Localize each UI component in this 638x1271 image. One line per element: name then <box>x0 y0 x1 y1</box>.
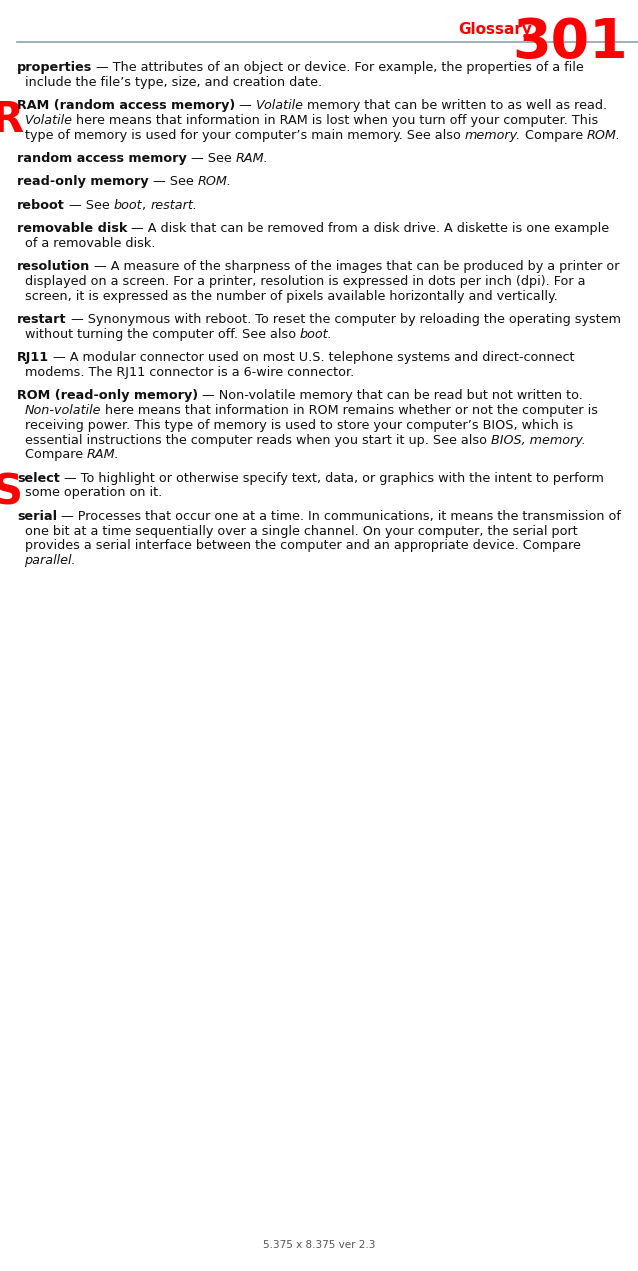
Text: parallel.: parallel. <box>24 554 76 567</box>
Text: ROM.: ROM. <box>197 175 231 188</box>
Text: S: S <box>0 472 22 513</box>
Text: — Non-volatile memory that can be read but not written to.: — Non-volatile memory that can be read b… <box>198 389 587 402</box>
Text: ,: , <box>142 198 151 211</box>
Text: here means that information in RAM is lost when you turn off your computer. This: here means that information in RAM is lo… <box>71 114 598 127</box>
Text: — See: — See <box>187 153 235 165</box>
Text: 5.375 x 8.375 ver 2.3: 5.375 x 8.375 ver 2.3 <box>263 1240 375 1249</box>
Text: reboot: reboot <box>17 198 64 211</box>
Text: RAM.: RAM. <box>87 449 119 461</box>
Text: BIOS, memory.: BIOS, memory. <box>491 433 585 446</box>
Text: without turning the computer off. See also: without turning the computer off. See al… <box>24 328 300 341</box>
Text: receiving power. This type of memory is used to store your computer’s BIOS, whic: receiving power. This type of memory is … <box>24 418 573 432</box>
Text: removable disk: removable disk <box>17 222 128 235</box>
Text: displayed on a screen. For a printer, resolution is expressed in dots per inch (: displayed on a screen. For a printer, re… <box>24 275 585 287</box>
Text: provides a serial interface between the computer and an appropriate device. Comp: provides a serial interface between the … <box>24 539 584 553</box>
Text: read-only memory: read-only memory <box>17 175 149 188</box>
Text: properties: properties <box>17 61 93 74</box>
Text: ROM (read-only memory): ROM (read-only memory) <box>17 389 198 402</box>
Text: Volatile: Volatile <box>256 99 303 112</box>
Text: Compare: Compare <box>521 128 586 141</box>
Text: here means that information in ROM remains whether or not the computer is: here means that information in ROM remai… <box>101 404 598 417</box>
Text: — To highlight or otherwise specify text, data, or graphics with the intent to p: — To highlight or otherwise specify text… <box>60 472 604 484</box>
Text: boot.: boot. <box>300 328 332 341</box>
Text: ROM.: ROM. <box>586 128 621 141</box>
Text: modems. The RJ11 connector is a 6-wire connector.: modems. The RJ11 connector is a 6-wire c… <box>24 366 353 379</box>
Text: — See: — See <box>64 198 114 211</box>
Text: RAM (random access memory): RAM (random access memory) <box>17 99 235 112</box>
Text: Volatile: Volatile <box>24 114 71 127</box>
Text: essential instructions the computer reads when you start it up. See also: essential instructions the computer read… <box>24 433 491 446</box>
Text: 301: 301 <box>512 17 628 70</box>
Text: memory that can be written to as well as read.: memory that can be written to as well as… <box>303 99 611 112</box>
Text: — A modular connector used on most U.S. telephone systems and direct-connect: — A modular connector used on most U.S. … <box>49 351 575 364</box>
Text: Glossary: Glossary <box>458 22 532 37</box>
Text: select: select <box>17 472 60 484</box>
Text: serial: serial <box>17 510 57 522</box>
Text: RJ11: RJ11 <box>17 351 49 364</box>
Text: RAM.: RAM. <box>235 153 268 165</box>
Text: boot: boot <box>114 198 142 211</box>
Text: restart.: restart. <box>151 198 197 211</box>
Text: — Processes that occur one at a time. In communications, it means the transmissi: — Processes that occur one at a time. In… <box>57 510 621 522</box>
Text: random access memory: random access memory <box>17 153 187 165</box>
Text: screen, it is expressed as the number of pixels available horizontally and verti: screen, it is expressed as the number of… <box>24 290 557 302</box>
Text: memory.: memory. <box>464 128 521 141</box>
Text: of a removable disk.: of a removable disk. <box>24 236 155 249</box>
Text: Compare: Compare <box>24 449 87 461</box>
Text: —: — <box>235 99 256 112</box>
Text: resolution: resolution <box>17 261 90 273</box>
Text: restart: restart <box>17 313 66 325</box>
Text: some operation on it.: some operation on it. <box>24 487 162 500</box>
Text: Non-volatile: Non-volatile <box>24 404 101 417</box>
Text: type of memory is used for your computer’s main memory. See also: type of memory is used for your computer… <box>24 128 464 141</box>
Text: one bit at a time sequentially over a single channel. On your computer, the seri: one bit at a time sequentially over a si… <box>24 525 577 538</box>
Text: R: R <box>0 99 24 141</box>
Text: — A measure of the sharpness of the images that can be produced by a printer or: — A measure of the sharpness of the imag… <box>90 261 619 273</box>
Text: include the file’s type, size, and creation date.: include the file’s type, size, and creat… <box>24 76 322 89</box>
Text: — The attributes of an object or device. For example, the properties of a file: — The attributes of an object or device.… <box>93 61 584 74</box>
Text: — Synonymous with reboot. To reset the computer by reloading the operating syste: — Synonymous with reboot. To reset the c… <box>66 313 621 325</box>
Text: — See: — See <box>149 175 197 188</box>
Text: — A disk that can be removed from a disk drive. A diskette is one example: — A disk that can be removed from a disk… <box>128 222 609 235</box>
